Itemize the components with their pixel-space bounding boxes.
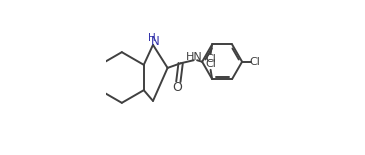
Text: Cl: Cl [205, 54, 216, 64]
Text: HN: HN [186, 52, 203, 62]
Text: O: O [172, 81, 182, 94]
Text: N: N [151, 35, 160, 48]
Text: Cl: Cl [249, 57, 260, 67]
Text: H: H [148, 33, 156, 43]
Text: Cl: Cl [205, 60, 216, 69]
